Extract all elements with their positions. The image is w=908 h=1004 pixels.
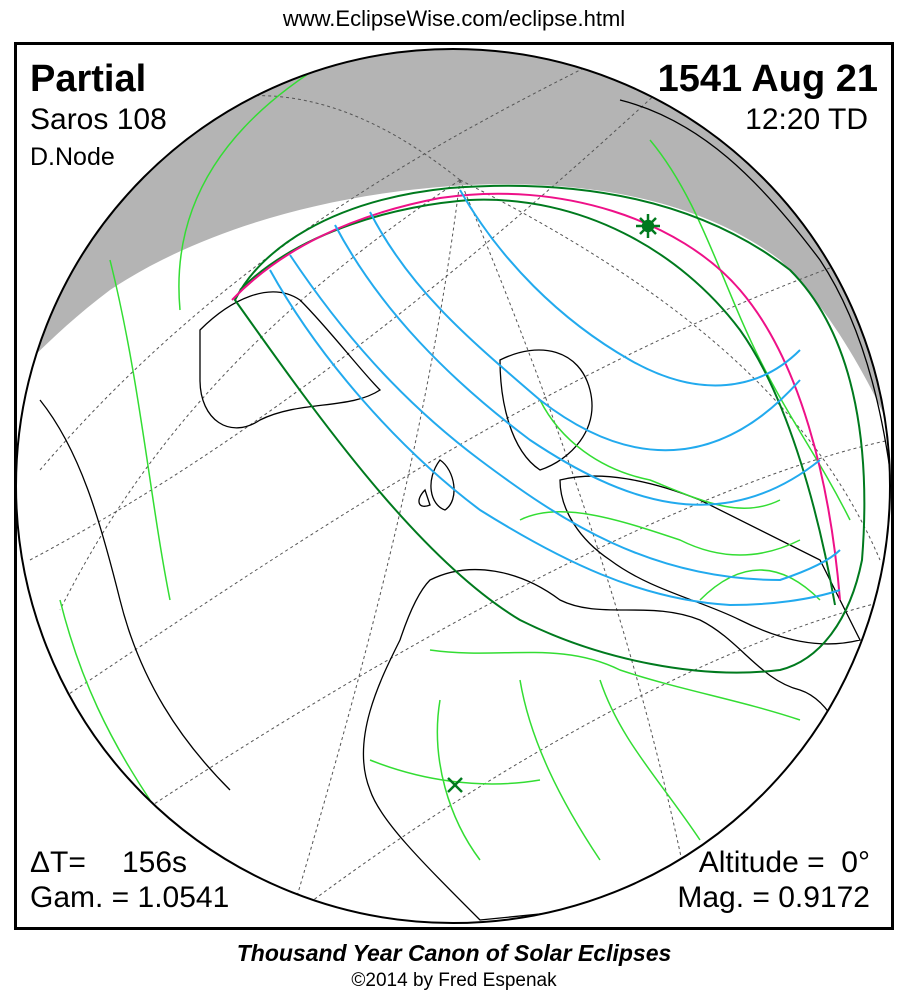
delta-t-value: 156s [122, 846, 188, 879]
canon-title: Thousand Year Canon of Solar Eclipses [236, 940, 672, 966]
penumbra-limit-outer [233, 184, 866, 674]
eclipse-time: 12:20 TD [745, 103, 868, 136]
penumbra-limit-inner [239, 198, 836, 606]
eclipse-type: Partial [30, 58, 147, 100]
gamma-value: Gam. = 1.0541 [30, 881, 230, 914]
globe-outline [15, 48, 891, 924]
max-eclipse-line [231, 192, 841, 601]
graticule [29, 59, 890, 921]
source-url: www.EclipseWise.com/eclipse.html [282, 6, 626, 31]
greatest-eclipse-star-icon [636, 214, 660, 238]
saros-number: Saros 108 [30, 103, 167, 136]
magnitude-lines [269, 189, 841, 607]
political-borders [59, 59, 851, 861]
globe-disk [16, 49, 890, 923]
night-region [16, 49, 890, 470]
node-label: D.Node [30, 143, 115, 171]
eclipse-date: 1541 Aug 21 [657, 58, 878, 100]
sub-solar-x-icon [447, 777, 463, 793]
magnitude-value: Mag. = 0.9172 [677, 881, 870, 914]
copyright: ©2014 by Fred Espenak [351, 970, 557, 991]
altitude-value: Altitude = 0° [698, 846, 870, 879]
delta-t-label: ΔT= [30, 846, 86, 879]
